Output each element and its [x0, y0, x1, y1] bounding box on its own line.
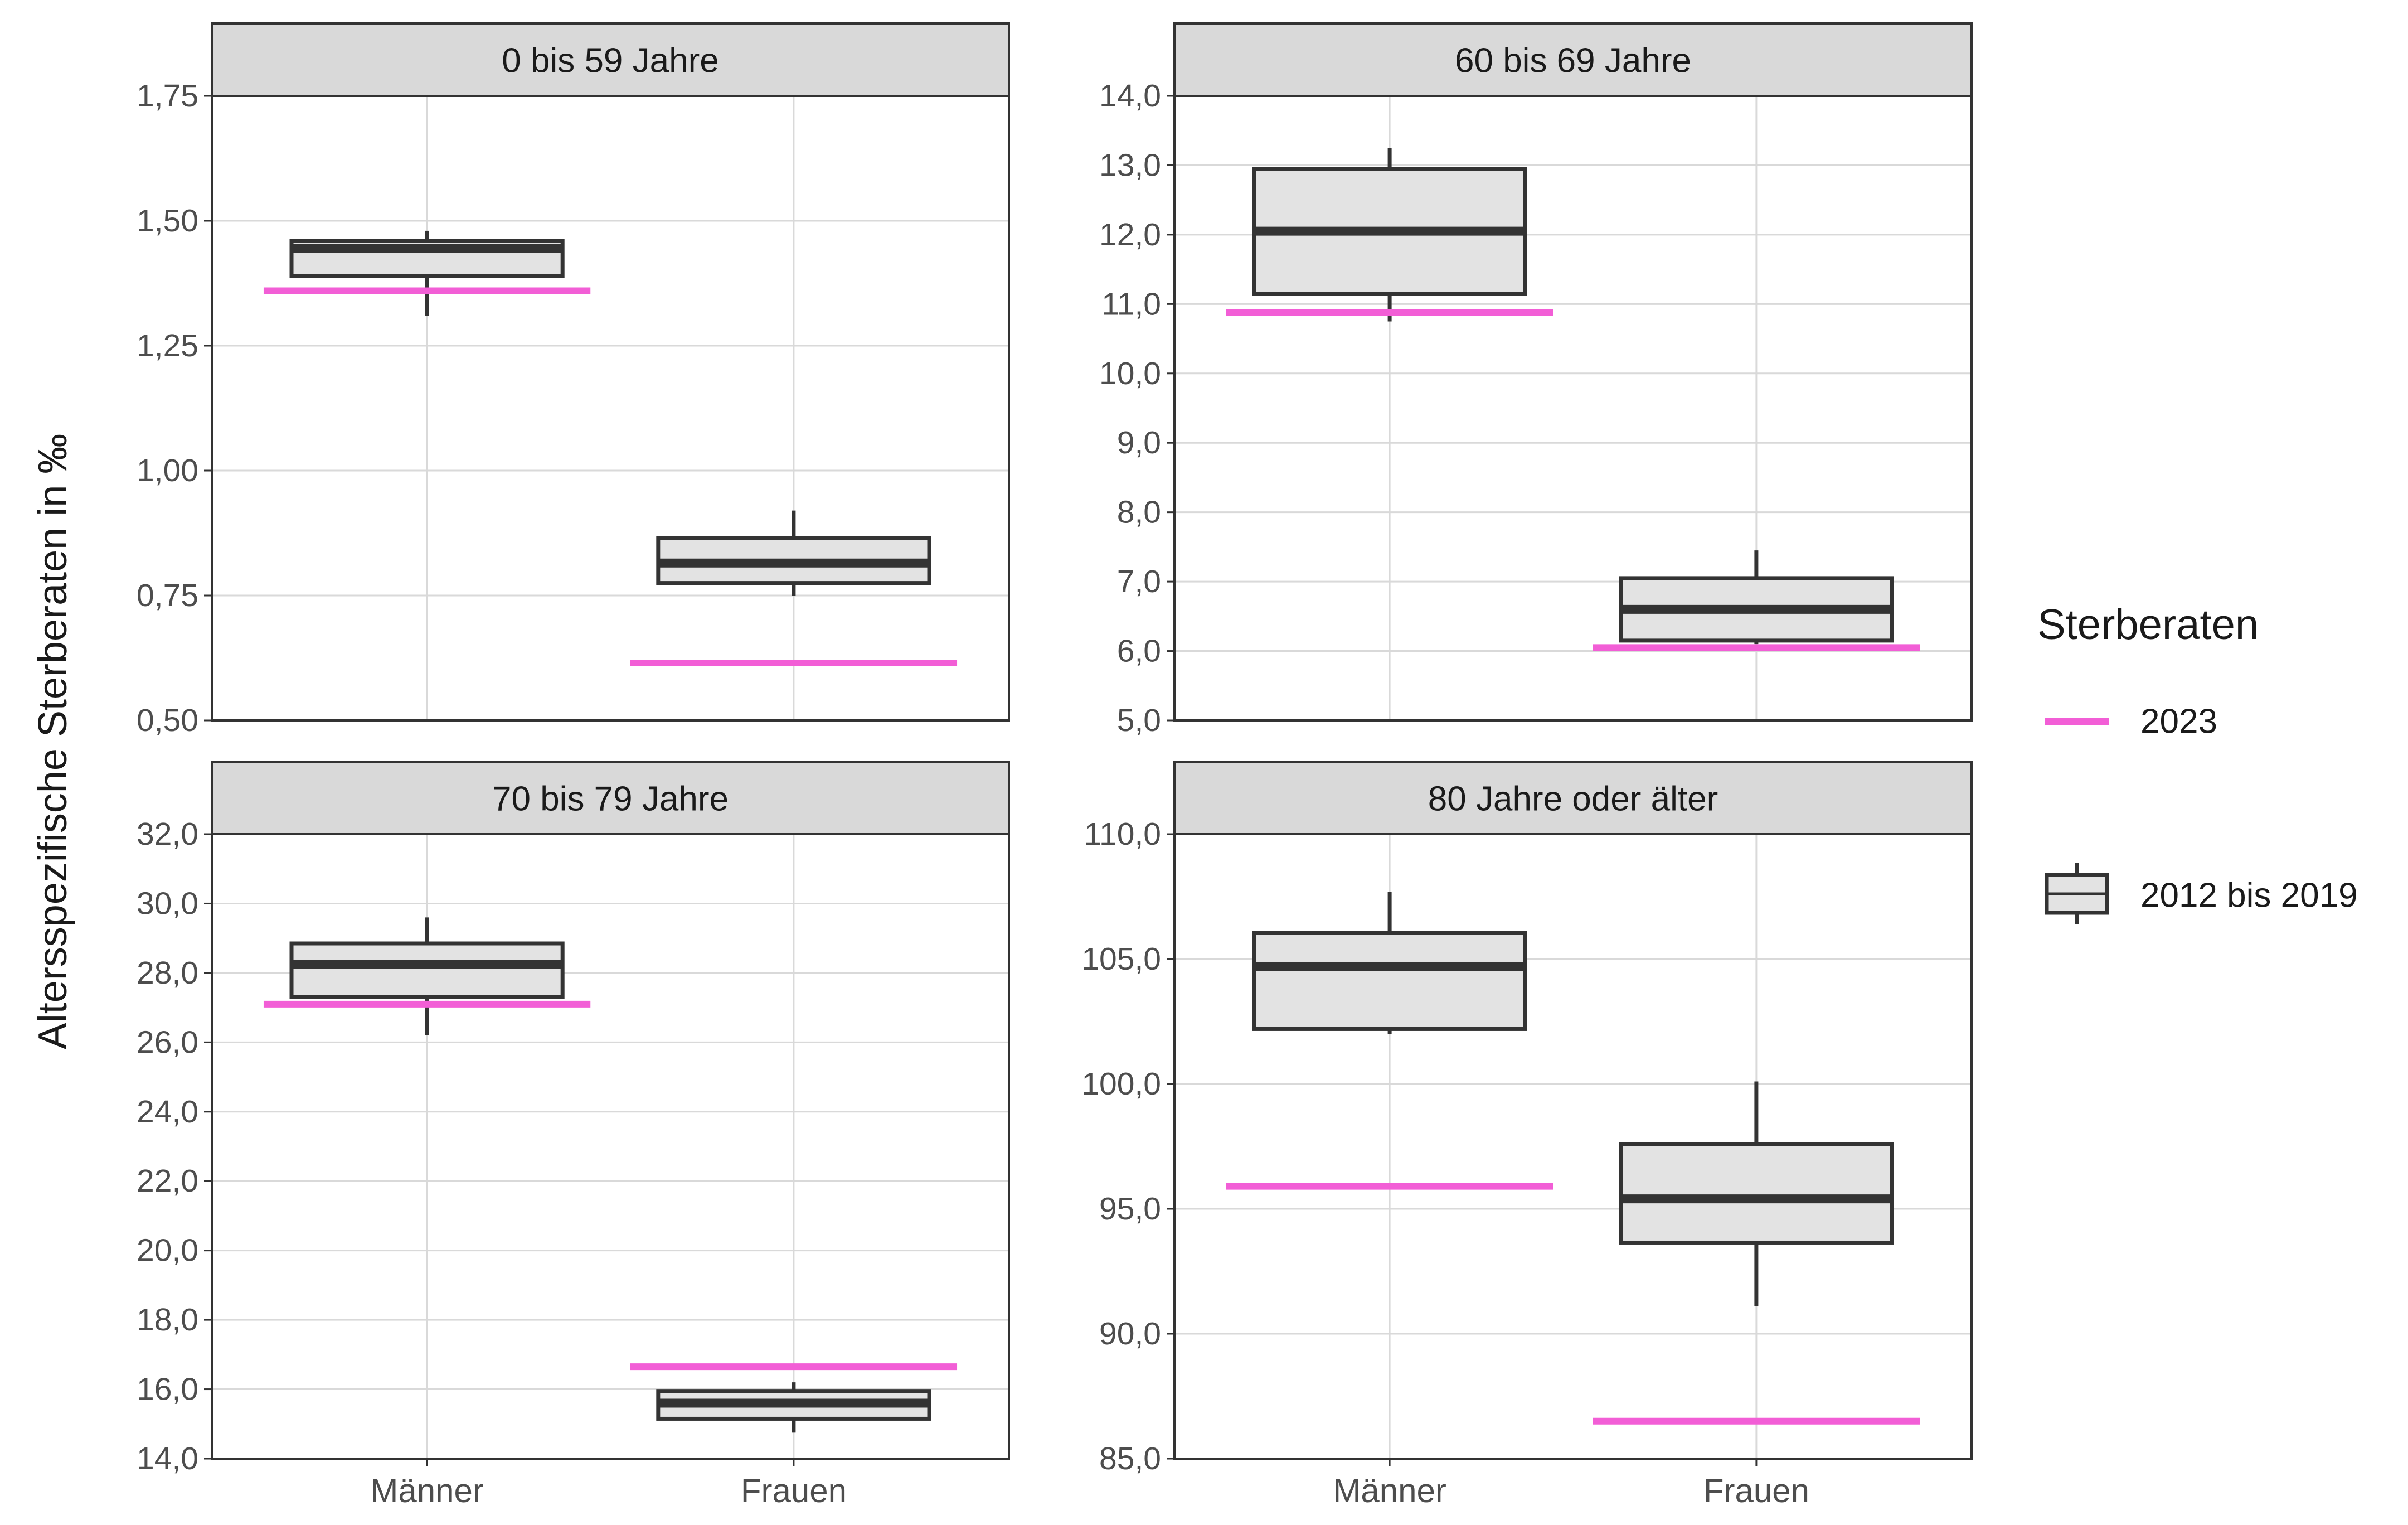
y-tick-label: 14,0 — [137, 1441, 198, 1476]
boxplot-maenner — [289, 230, 565, 316]
y-tick-label: 1,50 — [137, 203, 198, 239]
y-tick-label: 110,0 — [1084, 816, 1161, 852]
y-tick-label: 1,25 — [137, 328, 198, 364]
y-tick-label: 20,0 — [137, 1233, 198, 1269]
x-tick-label: Frauen — [1703, 1472, 1809, 1509]
y-tick-label: 85,0 — [1099, 1441, 1161, 1476]
y-tick-label: 90,0 — [1099, 1316, 1161, 1352]
x-tick-label: Frauen — [741, 1472, 847, 1509]
y-tick-label: 1,75 — [137, 78, 198, 114]
strip-background — [1173, 22, 1973, 97]
panel-title: 70 bis 79 Jahre — [492, 780, 729, 819]
y-tick-label: 30,0 — [137, 885, 198, 921]
y-tick-label: 7,0 — [1117, 564, 1161, 599]
box-iqr — [289, 941, 565, 999]
y-tick-label: 26,0 — [137, 1024, 198, 1060]
y-tick-label: 13,0 — [1099, 147, 1161, 183]
boxplot-frauen — [656, 1382, 931, 1433]
boxplot-frauen — [1619, 550, 1894, 645]
y-tick-label: 11,0 — [1101, 286, 1161, 322]
y-tick-label: 10,0 — [1099, 356, 1161, 391]
y-tick-label: 18,0 — [137, 1302, 198, 1338]
legend-title: Sterberaten — [2037, 601, 2259, 648]
panel-background — [212, 834, 1009, 1459]
y-tick-label: 28,0 — [137, 955, 198, 991]
y-tick-label: 5,0 — [1117, 703, 1161, 738]
y-tick-label: 24,0 — [137, 1094, 198, 1130]
y-tick-label: 105,0 — [1081, 941, 1161, 977]
boxplot-frauen — [656, 510, 931, 596]
panel-3: 14,0 16,0 18,0 20,0 22,0 24,0 26,0 28,0 30,0 32,0… — [137, 761, 1010, 1509]
y-axis-title: Altersspezifische Sterberaten in ‰ — [31, 434, 75, 1050]
x-tick-label: Männer — [1333, 1472, 1446, 1509]
x-tick-label: Männer — [370, 1472, 483, 1509]
panel-background — [212, 96, 1009, 720]
y-tick-label: 1,00 — [137, 453, 198, 488]
box-iqr — [1252, 931, 1527, 1031]
boxplot-frauen — [1619, 1081, 1894, 1306]
panel-4: 85,0 90,0 95,0 100,0 105,0 110,0 80 Jahre oder… — [1081, 761, 1973, 1509]
y-tick-label: 0,75 — [137, 578, 198, 613]
strip-background — [1173, 761, 1973, 835]
y-tick-label: 32,0 — [137, 816, 198, 852]
panel-title: 80 Jahre oder älter — [1428, 780, 1718, 819]
panel-title: 0 bis 59 Jahre — [502, 42, 718, 80]
y-tick-label: 9,0 — [1117, 425, 1161, 461]
boxplot-maenner — [1252, 148, 1527, 322]
box-iqr — [1619, 1142, 1894, 1245]
y-tick-label: 95,0 — [1099, 1191, 1161, 1227]
boxplot-maenner — [289, 917, 565, 1035]
legend-key-boxplot — [2045, 863, 2109, 924]
y-tick-label: 22,0 — [137, 1163, 198, 1199]
legend-label-2023: 2023 — [2140, 703, 2217, 741]
y-tick-label: 0,50 — [137, 703, 198, 738]
strip-background — [211, 22, 1010, 97]
panel-2: 5,0 6,0 7,0 8,0 9,0 10,0 11,0 12,0 13,0 14,0 60 bi… — [1099, 22, 1973, 738]
boxplot-maenner — [1252, 892, 1527, 1034]
y-tick-label: 6,0 — [1117, 633, 1161, 669]
y-tick-label: 8,0 — [1117, 495, 1161, 530]
y-tick-label: 14,0 — [1099, 78, 1161, 114]
y-tick-label: 100,0 — [1081, 1066, 1161, 1102]
legend-label-2012-2019: 2012 bis 2019 — [2140, 877, 2358, 915]
legend: Sterberaten 2023 2012 bis 2019 — [2037, 601, 2358, 924]
y-tick-label: 12,0 — [1099, 217, 1161, 253]
strip-background — [211, 761, 1010, 835]
panel-title: 60 bis 69 Jahre — [1455, 42, 1691, 80]
panel-1: 0,50 0,75 1,00 1,25 1,50 1,75 0 bis 59 Jahre — [137, 22, 1010, 738]
y-tick-label: 16,0 — [137, 1372, 198, 1407]
